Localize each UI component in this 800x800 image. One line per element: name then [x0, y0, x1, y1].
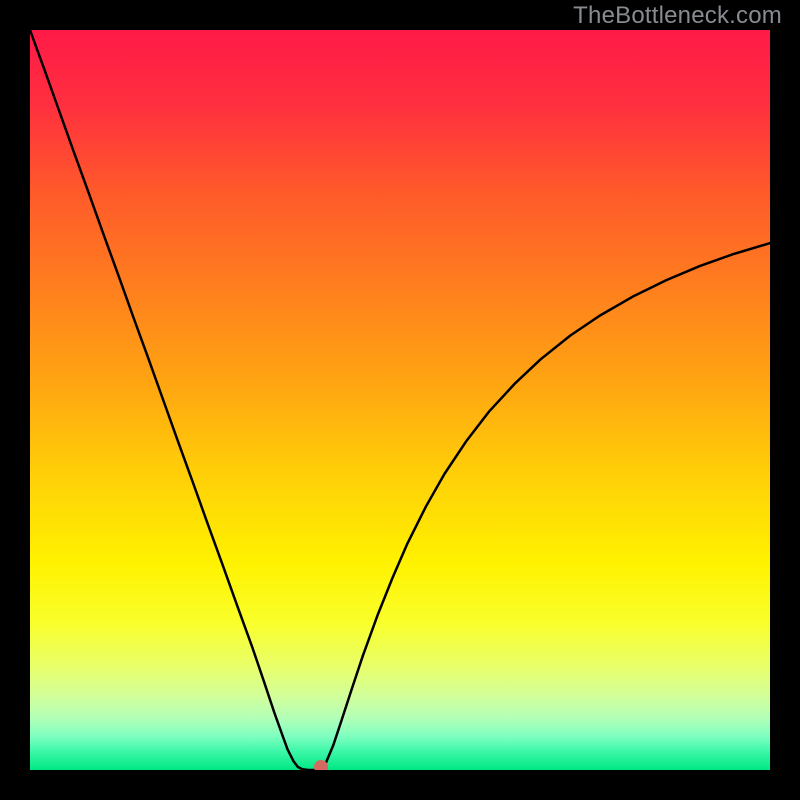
bottleneck-curve	[30, 30, 770, 770]
plot-area	[30, 30, 770, 770]
optimum-marker	[314, 760, 328, 770]
curve-svg	[30, 30, 770, 770]
watermark-text: TheBottleneck.com	[573, 2, 782, 30]
chart-stage: TheBottleneck.com	[0, 0, 800, 800]
